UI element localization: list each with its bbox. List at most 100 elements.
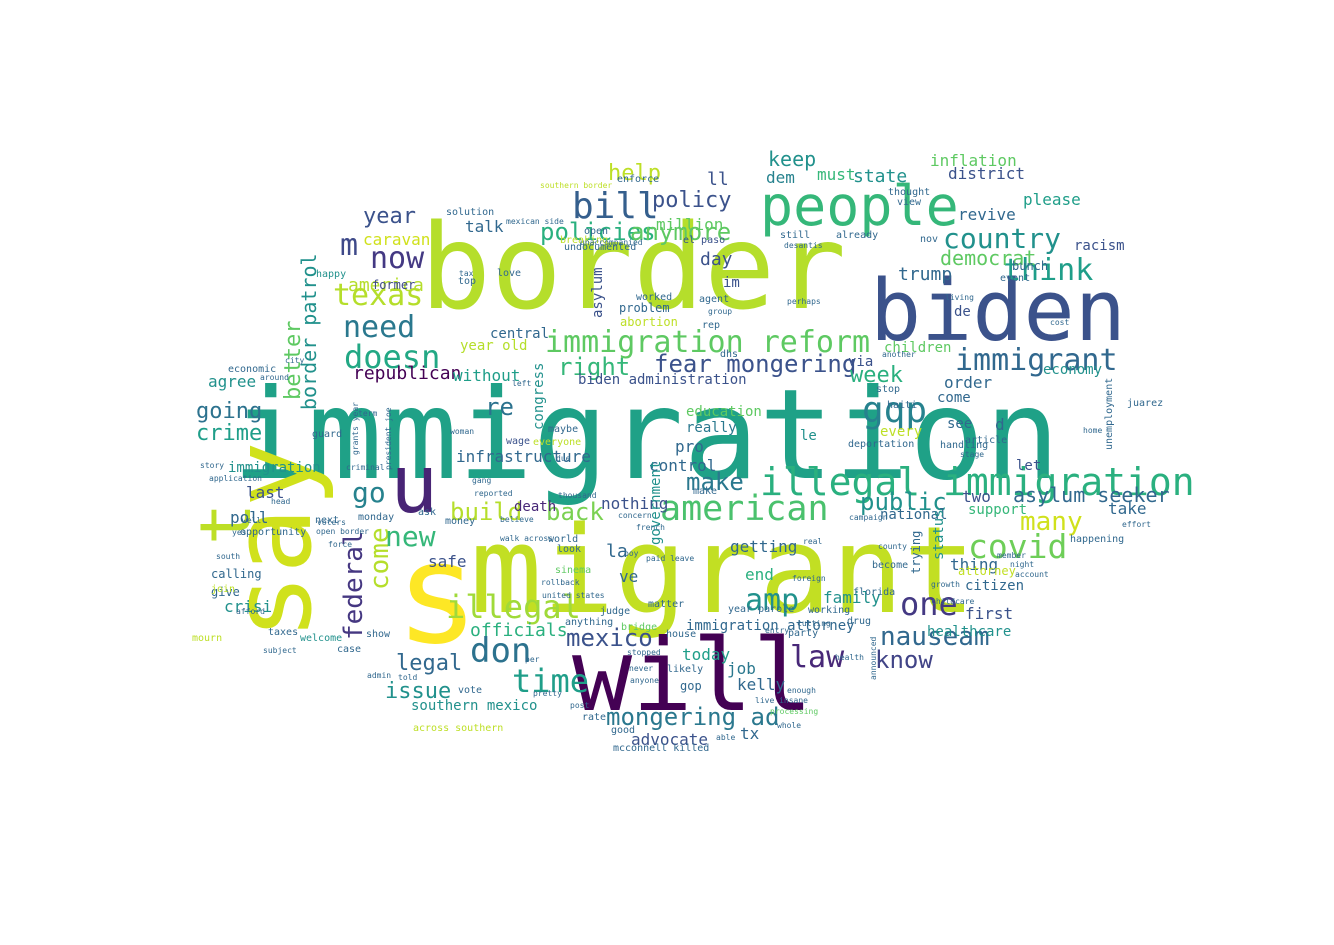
word-agent: agent [699,294,729,305]
word-let: let [1016,458,1041,474]
word-getting: getting [730,537,797,556]
word-group: group [708,307,732,316]
word-order: order [944,373,993,392]
word-view: view [897,197,922,208]
word-join: join [211,584,235,595]
word-become: become [872,560,908,571]
word-nothing: nothing [601,494,668,513]
word-taxes: taxes [268,627,298,638]
word-show: show [366,629,391,640]
word-southern-border: southern border [540,181,612,190]
word-rate: rate [582,712,606,723]
word-judge: judge [600,606,630,617]
word-status: status [931,509,947,560]
word-haiti: haiti [887,400,917,411]
word-sinema: sinema [555,565,591,576]
word-covid: covid [968,527,1067,566]
word-ve: ve [619,567,638,586]
word-desantis: desantis [784,241,823,250]
word-mourn: mourn [192,633,222,644]
word-able: able [716,733,735,742]
word-de: de [954,304,971,320]
word-nauseam: nauseam [880,622,990,652]
word-will: will [572,617,813,734]
word-tax: tax [459,269,474,278]
word-article: article [965,435,1007,446]
word-maybe: maybe [548,424,578,435]
word-unaccompanied: unaccompanied [580,238,643,247]
word-migrant: migrant [470,502,976,641]
word-illegal: illegal [446,588,581,626]
word-republican: republican [353,363,461,384]
word-trump: trump [898,264,952,285]
word-caravan: caravan [363,230,430,249]
word-walk-across: walk across [500,534,553,543]
word-congress: congress [531,363,547,430]
word-doesn: doesn [344,338,440,376]
word-year-parole: year parole [728,604,794,615]
word-gang: gang [472,476,491,485]
word-federal: federal [339,530,369,640]
word-love: love [497,268,521,279]
word-give: give [211,585,240,599]
word-come: come [365,527,395,590]
word-control: control [649,456,716,475]
word-woman: woman [450,427,474,436]
word-ask: ask [418,507,436,518]
word-subject: subject [263,646,297,655]
word-illegal-immigration: illegal immigration [760,460,1195,504]
word-really: really [686,420,737,436]
word-french: french [636,523,665,532]
word-still: still [780,230,810,241]
word-d: d [995,415,1005,434]
word-inflation: inflation [930,151,1017,170]
word-reported: reported [474,489,513,498]
word-rep: rep [702,320,720,331]
word-already: already [836,230,878,241]
word-le: le [800,428,817,444]
word-america: america [348,275,424,296]
word-immigration: immigration [232,363,1060,508]
word-new: new [385,520,436,553]
word-florida: florida [853,587,895,598]
word-enough: enough [787,686,816,695]
word-voters: voters [317,518,346,527]
word-welcome: welcome [300,633,342,644]
word-job: job [727,659,756,678]
word-talk: talk [465,217,504,236]
word-s: s [395,513,479,676]
word-economy: economy [1043,362,1102,378]
word-abortion: abortion [620,315,678,329]
word-help: help [608,161,661,186]
word-racism: racism [1074,238,1125,254]
word-wage: wage [506,436,530,447]
word-children: children [884,340,951,356]
word-build: build [450,498,522,526]
word-announced: announced [869,636,878,680]
word-story: story [200,461,224,470]
word-death: death [514,499,556,515]
word-central: central [490,326,549,342]
word-term: term [358,409,377,418]
word-mongering-ad: mongering ad [606,703,779,731]
word-thought: thought [888,187,930,198]
word-happening: happening [1070,534,1124,545]
word-today: today [682,645,731,664]
word-immigration-reform: immigration reform [545,325,870,360]
word-foreign: foreign [792,574,826,583]
word-many: many [1020,507,1083,537]
word-im: im [723,275,740,291]
word-live-insane: live insane [755,696,808,705]
word-biden-administration: biden administration [578,372,747,388]
word-guard: guard [312,429,342,440]
word-calling: calling [211,567,262,581]
word-monday: monday [358,512,394,523]
word-opportunity: opportunity [240,527,306,538]
word-education: education [686,404,762,420]
word-city: city [285,356,304,365]
word-look: look [557,544,581,555]
word-week: week [850,363,903,388]
word-tx: tx [740,724,760,743]
word-every: every [880,424,922,440]
word-last: last [246,483,285,502]
